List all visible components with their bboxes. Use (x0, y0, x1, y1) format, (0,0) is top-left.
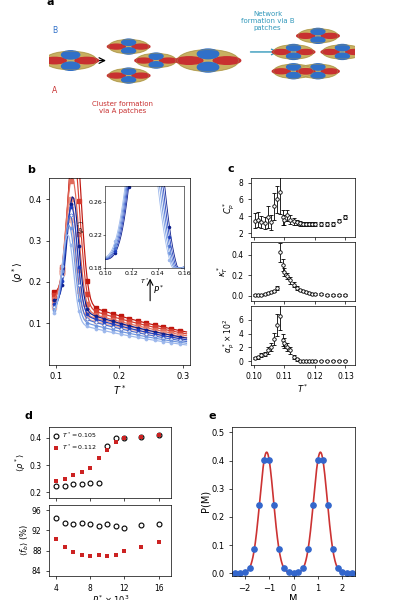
Ellipse shape (286, 73, 301, 79)
Text: a: a (46, 0, 54, 7)
$T^*=0.112$ (79, 469, 84, 476)
Y-axis label: $\kappa_T^*$: $\kappa_T^*$ (215, 266, 230, 277)
$T^*=0.105$ (62, 482, 67, 489)
$T^*=0.105$ (105, 442, 110, 449)
Line: $T^*=0.112$: $T^*=0.112$ (54, 433, 161, 484)
$T^*=0.112$ (97, 455, 101, 462)
$T^*=0.105$ (122, 434, 127, 442)
Text: e: e (208, 411, 216, 421)
Y-axis label: P(M): P(M) (200, 490, 210, 512)
Y-axis label: $\alpha_p^* \times 10^2$: $\alpha_p^* \times 10^2$ (221, 318, 237, 353)
X-axis label: $P^* \times 10^3$: $P^* \times 10^3$ (91, 594, 129, 600)
$T^*=0.112$ (156, 431, 161, 439)
Ellipse shape (61, 62, 80, 70)
Ellipse shape (108, 44, 125, 49)
Ellipse shape (286, 64, 301, 70)
Ellipse shape (136, 53, 176, 68)
Ellipse shape (149, 62, 163, 68)
X-axis label: $T^*$: $T^*$ (297, 383, 309, 395)
Ellipse shape (75, 58, 98, 64)
Ellipse shape (272, 69, 290, 74)
Ellipse shape (297, 69, 314, 74)
Ellipse shape (323, 45, 362, 59)
$T^*=0.112$ (105, 446, 110, 454)
$T^*=0.105$ (139, 434, 144, 441)
Ellipse shape (322, 34, 339, 38)
$T^*=0.105$ (156, 431, 161, 439)
Ellipse shape (311, 64, 325, 70)
Ellipse shape (297, 50, 315, 55)
Ellipse shape (335, 53, 349, 59)
$T^*=0.112$ (88, 464, 93, 472)
$T^*=0.112$ (122, 434, 127, 442)
$T^*=0.105$ (79, 481, 84, 488)
Ellipse shape (61, 51, 80, 59)
Ellipse shape (160, 58, 177, 63)
Ellipse shape (122, 68, 136, 74)
Line: $T^*=0.105$: $T^*=0.105$ (54, 433, 161, 488)
Y-axis label: $\langle\rho^*\rangle$: $\langle\rho^*\rangle$ (10, 261, 26, 283)
Ellipse shape (122, 77, 136, 83)
Ellipse shape (346, 50, 364, 55)
Ellipse shape (311, 28, 325, 35)
Text: c: c (228, 164, 234, 173)
Text: A: A (52, 86, 58, 95)
Ellipse shape (45, 52, 97, 70)
Ellipse shape (272, 50, 290, 55)
$T^*=0.112$ (62, 475, 67, 482)
$T^*=0.112$ (71, 471, 76, 478)
Y-axis label: $\langle f_b\rangle$ (%): $\langle f_b\rangle$ (%) (19, 524, 30, 556)
Ellipse shape (213, 57, 241, 64)
$T^*=0.105$ (54, 482, 58, 489)
Ellipse shape (132, 44, 150, 49)
$T^*=0.105$ (113, 434, 118, 442)
Ellipse shape (135, 58, 153, 63)
$T^*=0.105$ (97, 479, 101, 487)
Ellipse shape (197, 62, 219, 72)
Text: $P^*$: $P^*$ (153, 283, 164, 296)
Ellipse shape (286, 53, 301, 59)
Ellipse shape (311, 73, 325, 79)
$T^*=0.112$ (139, 434, 144, 441)
Ellipse shape (197, 49, 219, 59)
Text: Network
formation via B
patches: Network formation via B patches (241, 11, 294, 31)
Text: d: d (25, 411, 33, 421)
Ellipse shape (298, 29, 338, 43)
Ellipse shape (297, 34, 314, 38)
Y-axis label: $\langle\rho^*\rangle$: $\langle\rho^*\rangle$ (14, 453, 28, 472)
Ellipse shape (274, 64, 313, 78)
Ellipse shape (109, 40, 149, 53)
Y-axis label: $C_p^*$: $C_p^*$ (221, 202, 237, 214)
$T^*=0.112$ (113, 438, 118, 445)
Ellipse shape (175, 57, 203, 64)
Ellipse shape (149, 53, 163, 59)
Ellipse shape (132, 73, 150, 78)
Ellipse shape (177, 50, 238, 71)
X-axis label: $T^*$: $T^*$ (113, 383, 126, 397)
X-axis label: M: M (289, 594, 298, 600)
Text: b: b (27, 164, 35, 175)
Text: Cluster formation
via A patches: Cluster formation via A patches (92, 101, 153, 114)
$T^*=0.105$ (71, 481, 76, 488)
Legend: $T^*=0.105$, $T^*=0.112$: $T^*=0.105$, $T^*=0.112$ (52, 430, 98, 453)
Ellipse shape (274, 45, 313, 59)
Ellipse shape (122, 48, 136, 54)
$T^*=0.112$ (54, 478, 58, 485)
Ellipse shape (109, 68, 149, 83)
Ellipse shape (321, 50, 339, 55)
Text: $\equiv$: $\equiv$ (176, 53, 191, 68)
Ellipse shape (322, 69, 339, 74)
Ellipse shape (298, 64, 338, 78)
Text: B: B (52, 26, 58, 35)
Ellipse shape (297, 69, 315, 74)
Ellipse shape (286, 44, 301, 51)
Ellipse shape (108, 73, 125, 78)
Ellipse shape (311, 37, 325, 43)
$T^*=0.105$ (88, 479, 93, 487)
Ellipse shape (335, 44, 349, 51)
Ellipse shape (43, 58, 66, 64)
Ellipse shape (122, 39, 136, 46)
